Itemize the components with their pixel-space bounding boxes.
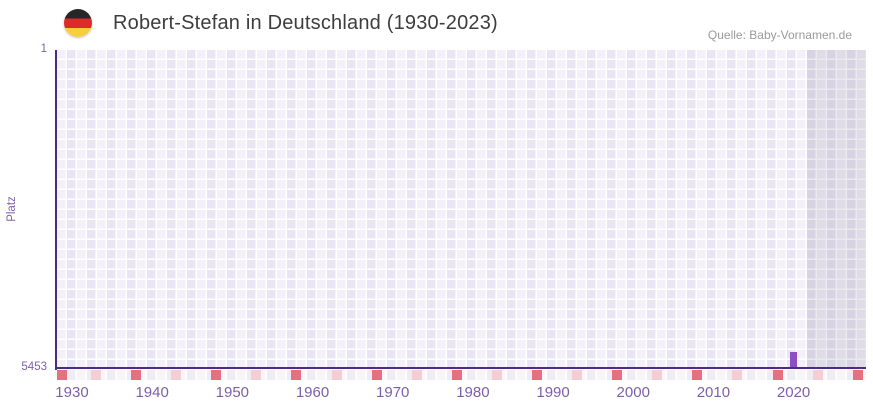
x-tick-label: 2020 (776, 384, 811, 401)
x-tick-label: 1960 (295, 384, 330, 401)
strip-marker-pink (652, 370, 663, 380)
y-axis-label: Platz (6, 196, 18, 222)
strip-marker-pink (411, 370, 422, 380)
chart-header: Robert-Stefan in Deutschland (1930-2023) (64, 9, 498, 37)
strip-marker-pink (572, 370, 583, 380)
strip-marker-red (131, 370, 142, 380)
strip-marker-pink (331, 370, 342, 380)
y-axis-line (55, 50, 57, 370)
strip-marker-red (692, 370, 703, 380)
strip-marker-red (852, 370, 863, 380)
x-axis-line (55, 367, 866, 369)
data-point-marker (790, 352, 798, 368)
plot-area[interactable] (57, 50, 866, 368)
strip-marker-pink (251, 370, 262, 380)
strip-marker-red (57, 370, 67, 380)
x-tick-label: 2000 (616, 384, 650, 401)
german-flag-icon (64, 9, 92, 37)
y-tick-label-bottom: 5453 (21, 361, 47, 373)
strip-marker-pink (732, 370, 743, 380)
x-tick-label: 1950 (215, 384, 250, 401)
shaded-region (807, 50, 866, 368)
strip-marker-red (291, 370, 302, 380)
x-tick-labels: 1930 1940 1950 1960 1970 1980 1990 2000 2010 2020 (0, 384, 873, 404)
strip-marker-pink (171, 370, 182, 380)
strip-marker-red (451, 370, 462, 380)
x-tick-label: 1980 (456, 384, 490, 401)
strip-marker-red (371, 370, 382, 380)
y-tick-label-top: 1 (40, 43, 47, 55)
x-tick-label: 1990 (536, 384, 570, 401)
source-credit: Quelle: Baby-Vornamen.de (707, 28, 852, 42)
strip-marker-pink (491, 370, 502, 380)
strip-marker-red (772, 370, 783, 380)
x-tick-label: 2010 (696, 384, 731, 401)
strip-marker-pink (812, 370, 823, 380)
x-tick-label: 1940 (135, 384, 169, 401)
x-tick-label: 1930 (55, 384, 89, 401)
axis-marker-strip (57, 370, 866, 380)
strip-marker-red (211, 370, 222, 380)
strip-marker-pink (91, 370, 102, 380)
x-tick-label: 1970 (376, 384, 410, 401)
strip-marker-red (612, 370, 623, 380)
chart-title: Robert-Stefan in Deutschland (1930-2023) (113, 11, 498, 34)
strip-marker-red (532, 370, 543, 380)
